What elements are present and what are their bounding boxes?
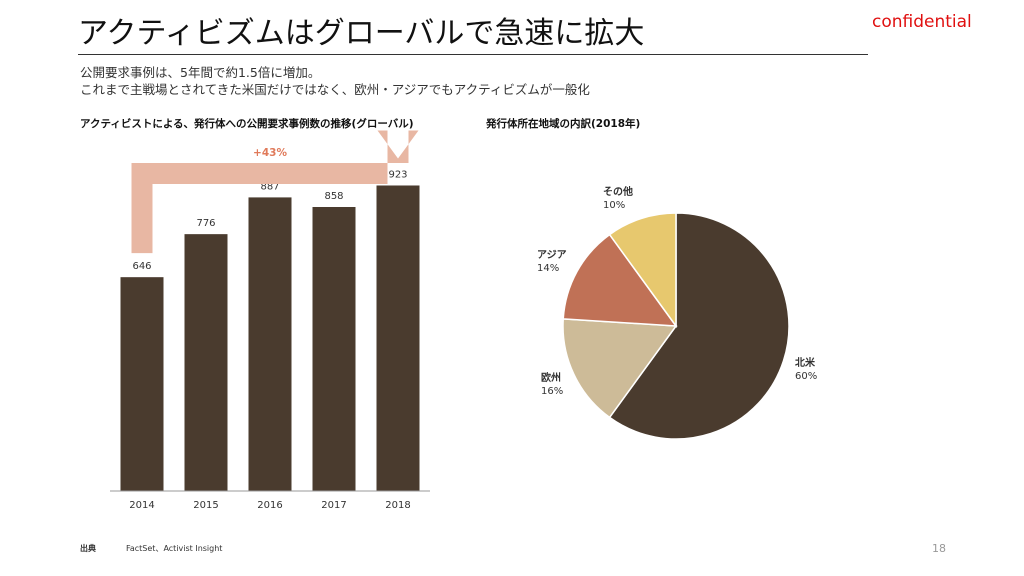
pie-slice-0 — [608, 212, 790, 440]
subtitle-line-1: 公開要求事例は、5年間で約1.5倍に増加。 — [80, 65, 321, 80]
source-label: 出典 — [80, 544, 96, 553]
pie-slice-3 — [608, 212, 677, 329]
pie-slice-1 — [562, 318, 678, 419]
pie-value-label: 60% — [795, 371, 817, 382]
pie-label: 北米 — [795, 356, 816, 369]
title-divider — [78, 54, 868, 55]
pie-value-label: 16% — [541, 386, 563, 397]
pie-label: 欧州 — [541, 371, 561, 384]
x-tick-label: 2014 — [129, 500, 154, 511]
subtitle-line-2: これまで主戦場とされてきた米国だけではなく、欧州・アジアでもアクティビズムが一般… — [80, 82, 590, 97]
growth-annotation: +43% — [253, 147, 287, 159]
source-text: FactSet、Activist Insight — [126, 544, 223, 553]
pie-chart-title: 発行体所在地域の内訳(2018年) — [486, 118, 641, 130]
subtitle: 公開要求事例は、5年間で約1.5倍に増加。 これまで主戦場とされてきた米国だけで… — [80, 64, 590, 98]
bar-2017 — [312, 207, 356, 491]
x-tick-label: 2018 — [385, 500, 410, 511]
x-tick-label: 2015 — [193, 500, 218, 511]
bar-chart-title: アクティビストによる、発行体への公開要求事例数の推移(グローバル) — [80, 118, 414, 130]
bar-value-label: 646 — [132, 261, 151, 272]
bar-2016 — [248, 197, 292, 491]
pie-value-label: 14% — [537, 263, 559, 274]
page-number: 18 — [932, 542, 946, 555]
page-title: アクティビズムはグローバルで急速に拡大 — [78, 16, 645, 51]
source-note: 出典 FactSet、Activist Insight — [80, 543, 222, 554]
x-tick-label: 2016 — [257, 500, 282, 511]
confidential-label: confidential — [872, 12, 972, 32]
pie-label: アジア — [537, 249, 567, 261]
bar-2014 — [120, 277, 164, 491]
pie-slice-2 — [562, 233, 678, 327]
bar-value-label: 923 — [388, 169, 407, 180]
bar-2015 — [184, 234, 228, 492]
x-tick-label: 2017 — [321, 500, 346, 511]
bar-value-label: 887 — [260, 181, 279, 192]
bar-2018 — [376, 185, 420, 491]
pie-label: その他 — [603, 185, 633, 198]
pie-value-label: 10% — [603, 200, 625, 211]
bar-value-label: 776 — [196, 218, 215, 229]
bar-value-label: 858 — [324, 191, 343, 202]
